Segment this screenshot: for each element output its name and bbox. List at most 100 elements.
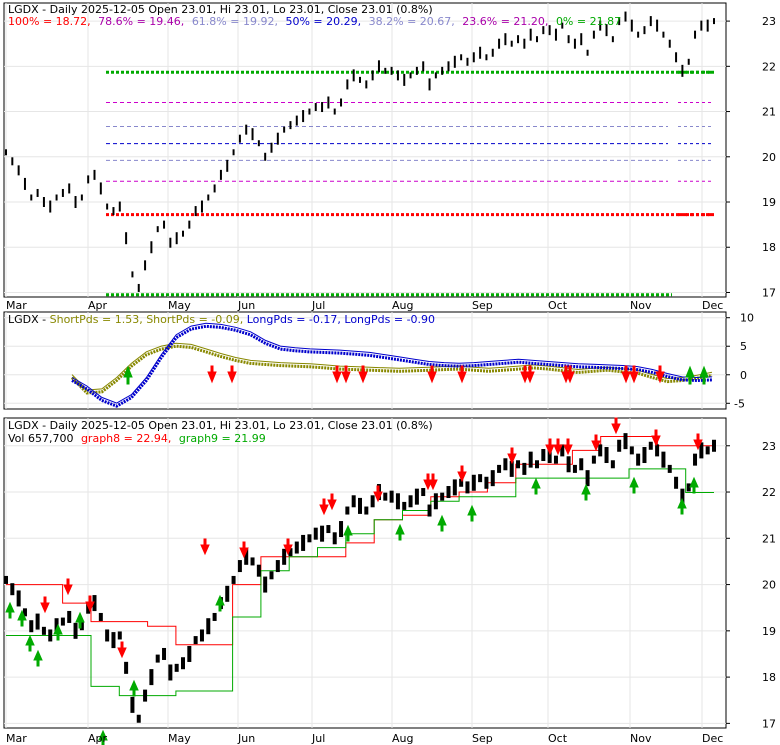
buy-arrow	[531, 477, 541, 495]
period-lines	[70, 322, 713, 408]
candle	[332, 532, 337, 545]
candle	[421, 488, 426, 497]
candle	[79, 622, 84, 631]
series-thin-shortpds	[71, 342, 713, 391]
candle	[54, 618, 59, 635]
buy-arrow	[33, 649, 43, 667]
buy-arrow	[629, 476, 639, 494]
candle	[712, 439, 716, 452]
buy-arrow	[581, 483, 591, 501]
middle-panel-frame	[3, 311, 727, 410]
bottom-x-tick-label: Jun	[237, 732, 255, 745]
sell-arrow	[200, 538, 210, 556]
sell-arrow	[591, 434, 601, 452]
candle	[358, 497, 362, 514]
candle	[478, 474, 483, 483]
top-y-axis: 17 18 19 20 21 22 23	[726, 15, 776, 299]
candle	[263, 576, 268, 593]
bottom-y-tick-label: 18	[762, 671, 776, 684]
fib-label-50: 50% = 20.29,	[285, 15, 361, 28]
bottom-x-tick-label: Dec	[702, 732, 723, 745]
candle	[16, 590, 21, 607]
candle	[301, 534, 306, 551]
fib-label-100: 100% = 18.72,	[8, 15, 91, 28]
bottom-y-tick-label: 21	[762, 532, 776, 545]
candle	[535, 460, 539, 469]
sell-arrow	[427, 365, 437, 384]
candle	[73, 622, 78, 639]
top-x-tick-label: Dec	[702, 299, 723, 312]
graph9-label: graph9 = 21.99	[179, 432, 266, 445]
bottom-signal-arrows	[5, 417, 703, 745]
candle	[339, 521, 344, 538]
bottom-title: LGDX - Daily 2025-12-05 Open 23.01, Hi 2…	[8, 419, 433, 432]
top-x-tick-label: Nov	[630, 299, 652, 312]
series-line-shortpds	[70, 344, 713, 395]
top-y-tick-label: 18	[762, 241, 776, 254]
bottom-x-tick-label: Jul	[311, 732, 325, 745]
candle	[446, 486, 451, 499]
top-y-tick-label: 23	[762, 15, 776, 28]
candle	[547, 447, 552, 464]
candle	[705, 446, 710, 455]
candle	[193, 636, 198, 645]
fib-label-382: 38.2% = 20.67,	[369, 15, 455, 28]
bottom-x-tick-label: Mar	[6, 732, 27, 745]
candle	[4, 575, 8, 584]
candle	[591, 455, 596, 464]
sell-arrow	[520, 365, 530, 384]
candle	[199, 629, 204, 642]
candle	[648, 441, 653, 450]
candle	[250, 557, 255, 566]
candle	[174, 663, 179, 672]
candle	[459, 478, 464, 487]
sell-arrow	[621, 365, 631, 384]
sell-arrow	[373, 485, 383, 503]
bottom-y-axis: 17 18 19 20 21 22 23	[726, 440, 776, 730]
buy-arrow	[53, 623, 63, 641]
sell-arrow	[327, 493, 337, 511]
candle	[503, 458, 508, 471]
candle	[667, 464, 672, 473]
sell-arrow	[565, 365, 575, 384]
candle	[465, 481, 470, 494]
candle	[345, 506, 350, 515]
candle	[244, 548, 249, 565]
candle	[636, 453, 641, 466]
candle	[629, 446, 634, 455]
candle	[471, 474, 476, 491]
middle-legend: LGDX - ShortPds = 1.53, ShortPds = -0.09…	[8, 313, 435, 326]
buy-arrow	[689, 476, 699, 494]
sell-arrow	[507, 447, 517, 465]
top-y-tick-label: 19	[762, 196, 776, 209]
candle	[187, 645, 192, 662]
sell-arrow	[332, 365, 342, 384]
candle	[598, 444, 603, 457]
bottom-x-tick-label: May	[168, 732, 191, 745]
sell-arrow	[239, 541, 249, 559]
buy-arrow	[467, 504, 477, 522]
middle-y-tick-label: 10	[740, 312, 754, 325]
buy-arrow	[5, 601, 15, 619]
candle	[212, 612, 217, 621]
top-x-tick-label: Jul	[311, 299, 325, 312]
candle	[48, 629, 53, 642]
top-title: LGDX - Daily 2025-12-05 Open 23.01, Hi 2…	[8, 3, 433, 16]
buy-arrow	[98, 729, 108, 745]
bottom-x-axis: Mar Apr May Jun Jul Aug Sep Oct Nov Dec	[6, 732, 723, 745]
buy-arrow	[215, 594, 225, 612]
fib-label-618: 61.8% = 19.92,	[192, 15, 278, 28]
candle	[35, 613, 40, 630]
candle	[320, 525, 325, 542]
candle	[674, 476, 679, 489]
signal-arrows	[123, 365, 709, 385]
candle	[383, 492, 388, 501]
bottom-price-bars	[4, 433, 716, 723]
sell-arrow	[545, 438, 555, 456]
sell-arrow	[651, 429, 661, 447]
candle	[111, 632, 116, 649]
bottom-y-tick-label: 23	[762, 440, 776, 453]
candle	[67, 610, 72, 623]
bottom-y-tick-label: 19	[762, 625, 776, 638]
